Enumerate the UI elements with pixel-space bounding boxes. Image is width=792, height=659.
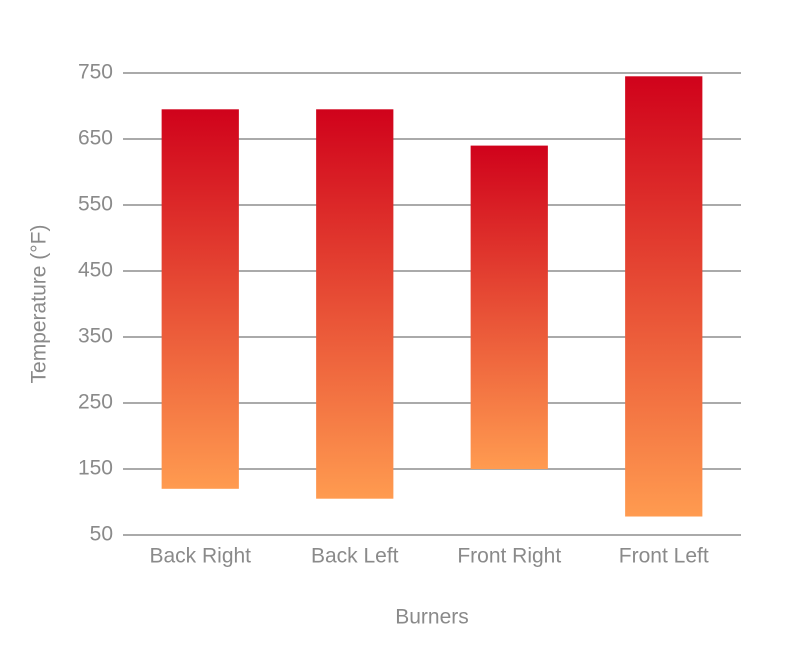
x-tick-label: Front Right <box>457 545 561 568</box>
bar <box>470 145 548 469</box>
y-tick-label: 450 <box>78 259 113 282</box>
x-axis-title: Burners <box>395 606 469 629</box>
bar <box>316 109 394 499</box>
x-tick-label: Back Right <box>149 545 251 568</box>
bar <box>161 109 239 489</box>
y-axis-title: Temperature (°F) <box>28 225 51 384</box>
y-tick-label: 50 <box>90 523 113 546</box>
y-tick-label: 650 <box>78 127 113 150</box>
y-tick-label: 150 <box>78 457 113 480</box>
bar <box>625 76 703 517</box>
x-tick-label: Front Left <box>619 545 709 568</box>
x-tick-label: Back Left <box>311 545 399 568</box>
y-tick-label: 750 <box>78 61 113 84</box>
y-tick-label: 250 <box>78 391 113 414</box>
y-tick-label: 350 <box>78 325 113 348</box>
y-tick-label: 550 <box>78 193 113 216</box>
